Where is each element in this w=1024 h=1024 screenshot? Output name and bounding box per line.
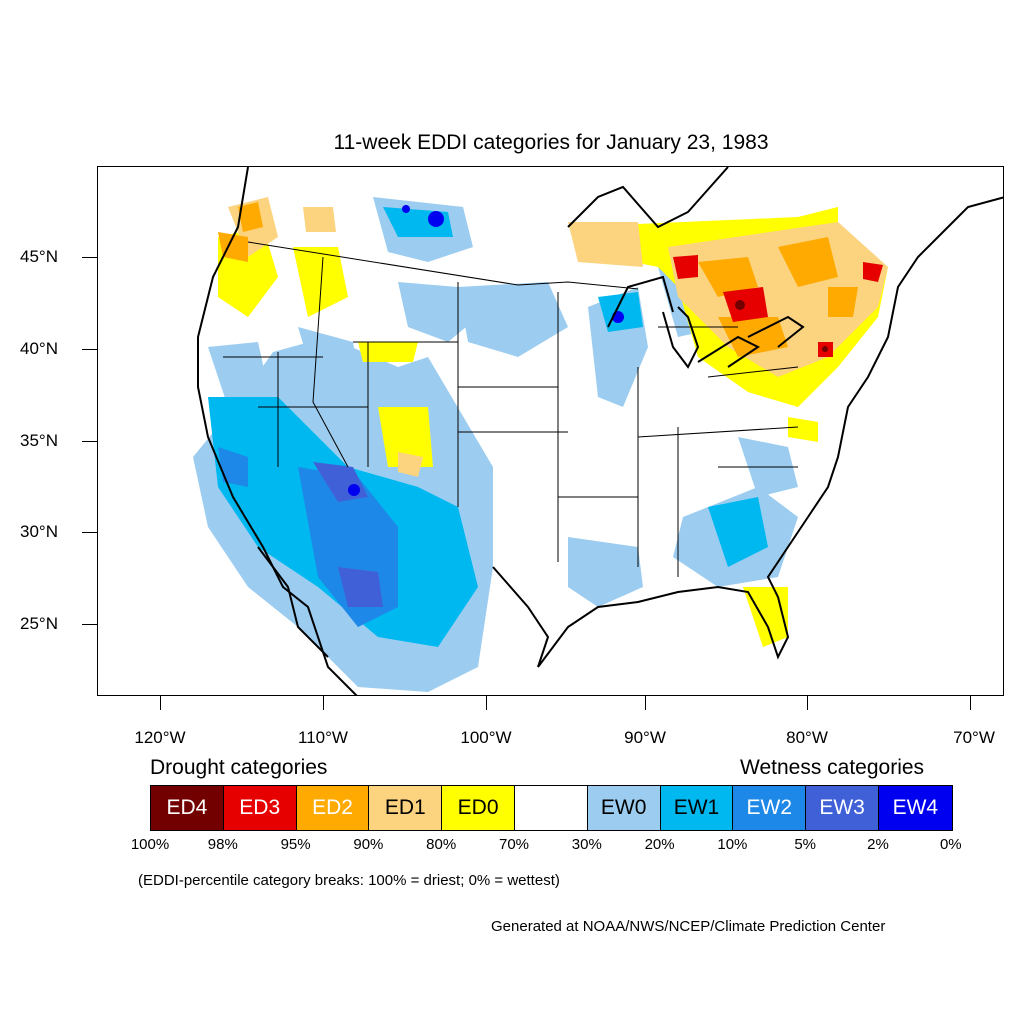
legend-cell-ew4: EW4 [878,786,952,830]
category-colorbar: ED4 ED3 ED2 ED1 ED0 EW0 EW1 EW2 EW3 EW4 [150,785,953,831]
lon-label-90: 90°W [624,728,666,747]
lat-label-25: 25°N [20,614,58,633]
lon-label-110: 110°W [298,728,348,747]
percentile-label: 90% [353,836,384,853]
percentile-label: 100% [130,836,170,853]
lon-tick-80 [807,696,808,710]
percentile-label: 95% [280,836,311,853]
map-panel [97,166,1004,696]
ed3-regions [673,255,883,357]
legend-cell-ew3: EW3 [806,786,879,830]
lat-label-40: 40°N [20,339,58,358]
map-title: 11-week EDDI categories for January 23, … [333,131,769,154]
percentile-label: 0% [939,836,962,853]
lat-tick-35 [82,441,97,442]
coastline [197,167,1003,695]
legend-cell-ed1: ED1 [369,786,443,830]
lon-tick-120 [160,696,161,710]
legend-cell-ew2: EW2 [733,786,807,830]
lon-tick-110 [323,696,324,710]
percentile-label: 80% [426,836,457,853]
lat-tick-25 [82,624,97,625]
percentile-label: 10% [717,836,748,853]
lon-tick-70 [970,696,971,710]
percentile-label: 98% [207,836,238,853]
percentile-label: 20% [644,836,675,853]
ed4-regions [735,300,828,352]
lon-label-120: 120°W [134,728,186,747]
eddi-map [193,167,1003,695]
lat-label-35: 35°N [20,431,58,450]
lat-tick-30 [82,532,97,533]
legend-cell-ed0: ED0 [442,786,515,830]
drought-heading: Drought categories [150,756,328,779]
ew4-regions [348,205,624,496]
lon-tick-100 [486,696,487,710]
percentile-label: 2% [867,836,889,853]
percentile-label: 30% [571,836,602,853]
lat-label-45: 45°N [20,247,58,266]
lon-label-100: 100°W [460,728,512,747]
lat-label-30: 30°N [20,522,58,541]
lon-label-80: 80°W [786,728,828,747]
percentile-label: 70% [498,836,530,853]
legend-cell-ed3: ED3 [223,786,297,830]
state-boundaries [223,241,799,577]
lat-tick-40 [82,349,97,350]
lon-label-70: 70°W [953,728,995,747]
wetness-heading: Wetness categories [740,756,925,779]
credit-line: Generated at NOAA/NWS/NCEP/Climate Predi… [491,918,886,935]
legend-cell-ed2: ED2 [296,786,370,830]
legend-cell-ew1: EW1 [660,786,734,830]
percentile-label: 5% [794,836,817,853]
lat-tick-45 [82,257,97,258]
legend-cell-normal [514,786,588,830]
lon-tick-90 [645,696,646,710]
legend-cell-ew0: EW0 [587,786,661,830]
legend-cell-ed4: ED4 [151,786,224,830]
category-note: (EDDI-percentile category breaks: 100% =… [138,872,560,889]
